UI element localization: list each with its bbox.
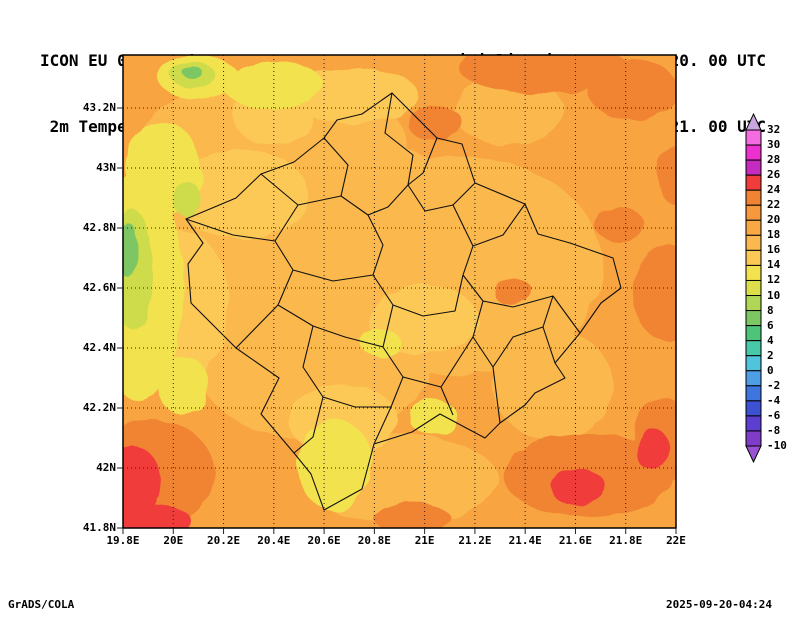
colorbar-segment [745, 144, 762, 161]
colorbar-label: 2 [767, 348, 774, 362]
x-tick-label: 22E [666, 534, 686, 547]
colorbar-segment [745, 295, 762, 312]
colorbar-label: -10 [767, 439, 787, 452]
colorbar-segment [745, 129, 762, 146]
y-tick-label: 43N [96, 161, 116, 174]
colorbar-segment [745, 355, 762, 372]
colorbar-label: -6 [767, 408, 781, 422]
colorbar-label: 22 [767, 198, 781, 212]
x-tick-label: 21.2E [458, 534, 492, 547]
colorbar-segment [745, 340, 762, 357]
y-tick-label: 42.4N [82, 341, 116, 354]
x-tick-label: 21E [414, 534, 435, 547]
colorbar-label: 12 [767, 273, 781, 287]
grid-lines [123, 55, 676, 528]
colorbar-label: 6 [767, 318, 774, 332]
colorbar-segment [745, 279, 762, 297]
colorbar-segment [745, 325, 762, 342]
colorbar-segment [745, 430, 762, 447]
plot-border [122, 54, 677, 529]
kosovo-boundaries [185, 92, 622, 511]
x-tick-label: 20.4E [257, 534, 291, 547]
colorbar-segment [745, 189, 762, 206]
colorbar-label: -4 [767, 393, 781, 407]
municipality-borders [185, 92, 581, 454]
colorbar-label: 30 [767, 138, 781, 152]
colorbar-segment [745, 174, 762, 191]
x-tick-label: 19.8E [106, 534, 140, 547]
y-tick-label: 41.8N [82, 521, 116, 534]
colorbar-label: 28 [767, 153, 781, 167]
x-tick-label: 21.6E [558, 534, 593, 547]
colorbar-label: 24 [767, 183, 781, 197]
colorbar-label: -2 [767, 378, 781, 392]
colorbar-label: 16 [767, 243, 781, 257]
colorbar-label: 20 [767, 213, 781, 227]
colorbar-segment [745, 112, 762, 131]
colorbar-segment [745, 249, 762, 266]
colorbar-label: 18 [767, 228, 781, 242]
y-tick-label: 43.2N [82, 101, 116, 114]
colorbar-segment [745, 400, 762, 417]
y-tick-label: 42.8N [82, 221, 116, 234]
colorbar-segment [745, 234, 762, 251]
colorbar-label: 26 [767, 168, 781, 182]
colorbar-segment [745, 204, 762, 221]
temperature-field-blobs [123, 55, 676, 528]
x-tick-label: 20.2E [206, 534, 241, 547]
colorbar-label: -8 [767, 423, 781, 437]
y-tick-label: 42.2N [82, 401, 116, 414]
axis-ticks [117, 107, 677, 534]
x-tick-label: 21.4E [508, 534, 542, 547]
x-tick-label: 20.6E [307, 534, 341, 547]
x-tick-label: 21.8E [609, 534, 643, 547]
colorbar-segment [745, 310, 762, 327]
colorbar [745, 112, 762, 464]
kosovo-outline [185, 92, 622, 511]
colorbar-segment [745, 219, 762, 236]
y-tick-label: 42.6N [82, 281, 116, 294]
x-tick-label: 20.8E [357, 534, 391, 547]
colorbar-segment [745, 264, 762, 281]
colorbar-label: 10 [767, 288, 781, 302]
colorbar-label: 14 [767, 258, 781, 272]
colorbar-segment [745, 385, 762, 402]
colorbar-label: 0 [767, 363, 774, 377]
colorbar-label: 4 [767, 333, 774, 347]
y-tick-label: 42N [96, 461, 116, 474]
x-tick-label: 20E [163, 534, 184, 547]
colorbar-segment [745, 370, 762, 387]
colorbar-segment [745, 445, 762, 464]
colorbar-segment [745, 159, 762, 176]
creation-timestamp: 2025-09-20-04:24 [666, 598, 772, 611]
grads-credit: GrADS/COLA [8, 598, 75, 611]
colorbar-label: 8 [767, 303, 774, 317]
colorbar-label: 32 [767, 123, 781, 136]
colorbar-segment [745, 415, 762, 432]
